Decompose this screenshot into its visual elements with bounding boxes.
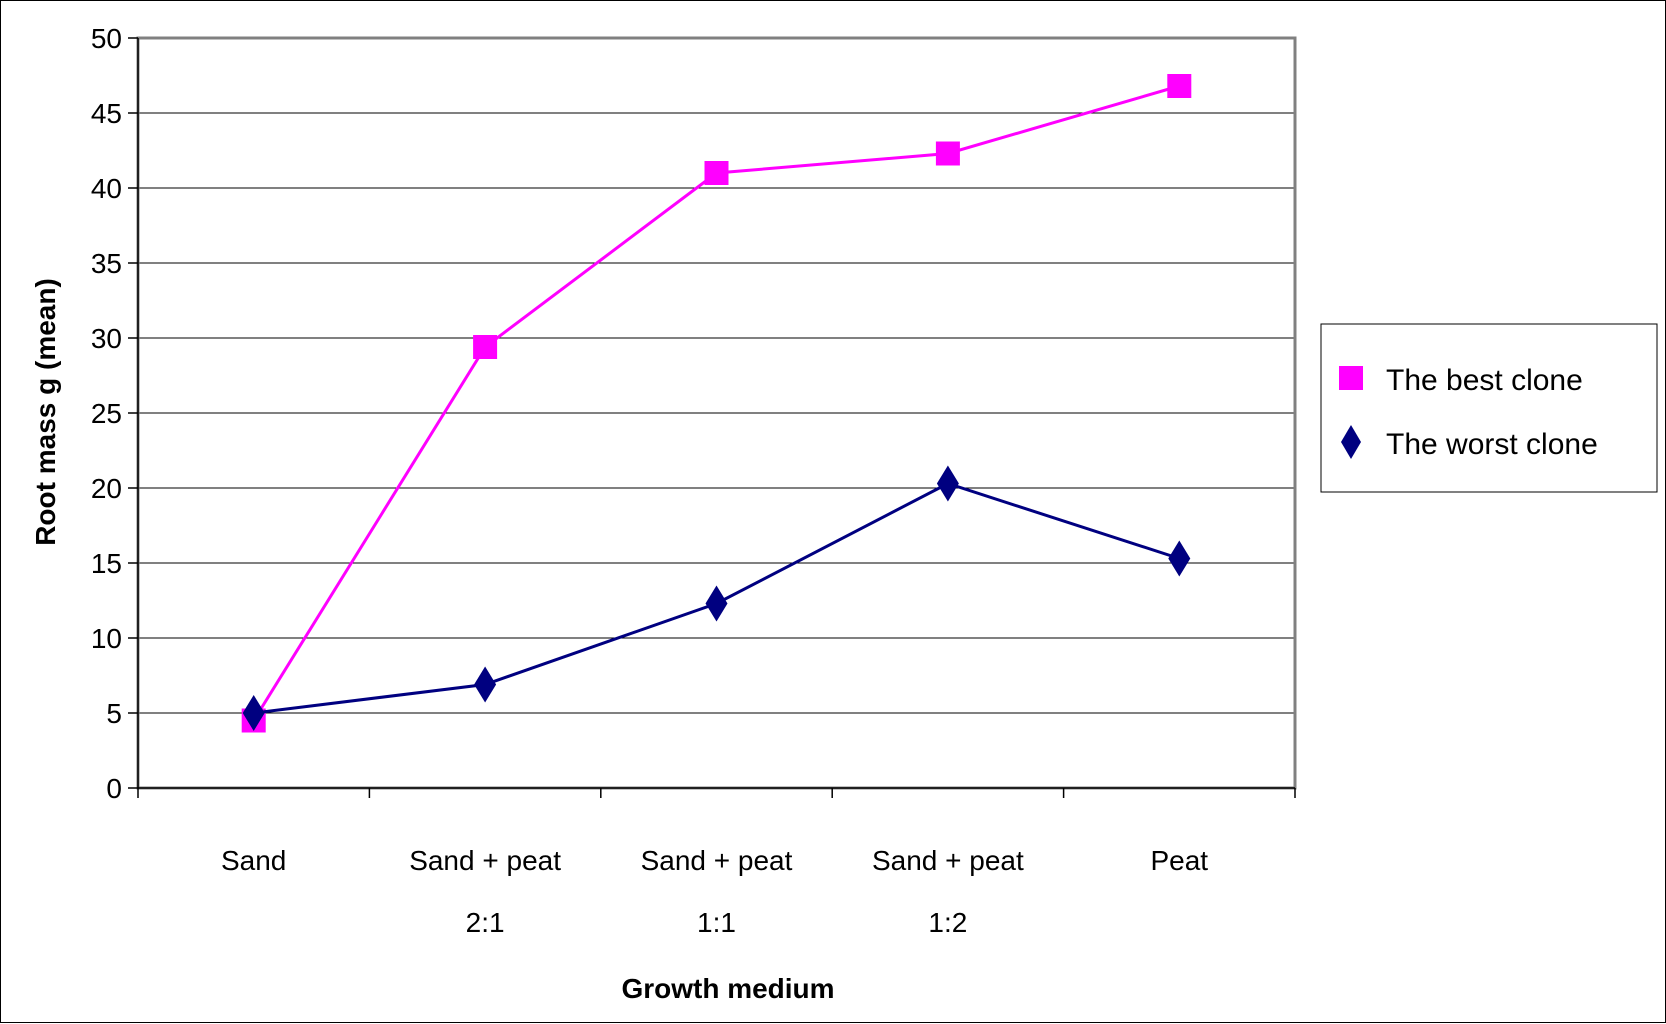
y-tick-label: 10 [91, 623, 122, 654]
y-axis-title: Root mass g (mean) [30, 278, 61, 546]
data-point-square [704, 161, 729, 185]
x-tick-label: 1:1 [697, 907, 736, 938]
y-tick-label: 0 [106, 773, 122, 804]
series-layer [241, 74, 1192, 733]
x-tick-label: 1:2 [928, 907, 967, 938]
gridlines [138, 112, 1295, 714]
x-tick-label: 2:1 [466, 907, 505, 938]
data-point-square [935, 141, 960, 166]
legend-box [1320, 323, 1658, 493]
y-tick-label: 20 [91, 473, 122, 504]
data-point-diamond [242, 695, 265, 731]
x-axis-title: Growth medium [621, 973, 834, 1004]
y-tick-label: 50 [91, 23, 122, 54]
y-tick-label: 40 [91, 173, 122, 204]
x-tick-label: Sand [221, 845, 286, 876]
data-point-square [473, 335, 498, 359]
y-tick-label: 5 [106, 698, 122, 729]
x-tick-label: Sand + peat [641, 845, 793, 876]
data-point-diamond [474, 666, 497, 703]
legend-swatch-diamond [1341, 425, 1361, 459]
x-tick-label: Sand + peat [409, 845, 561, 876]
legend-label: The worst clone [1386, 428, 1598, 461]
x-tick-label: Sand + peat [872, 845, 1024, 876]
data-point-diamond [705, 585, 728, 622]
legend: The best clone The worst clone [1320, 323, 1658, 493]
axes: 0 5 10 15 20 25 30 35 40 45 50 Sand Sand + peat 2:1 Sa… [91, 23, 1296, 938]
legend-label: The best clone [1386, 364, 1583, 397]
data-point-square [1167, 74, 1192, 98]
y-tick-label: 45 [91, 98, 122, 129]
y-tick-label: 25 [91, 398, 122, 429]
y-tick-label: 35 [91, 248, 122, 279]
y-tick-label: 15 [91, 548, 122, 579]
legend-swatch-square [1339, 366, 1363, 390]
y-tick-label: 30 [91, 323, 122, 354]
x-tick-label: Peat [1150, 845, 1208, 876]
data-point-diamond [1168, 540, 1191, 577]
data-point-diamond [936, 465, 959, 502]
